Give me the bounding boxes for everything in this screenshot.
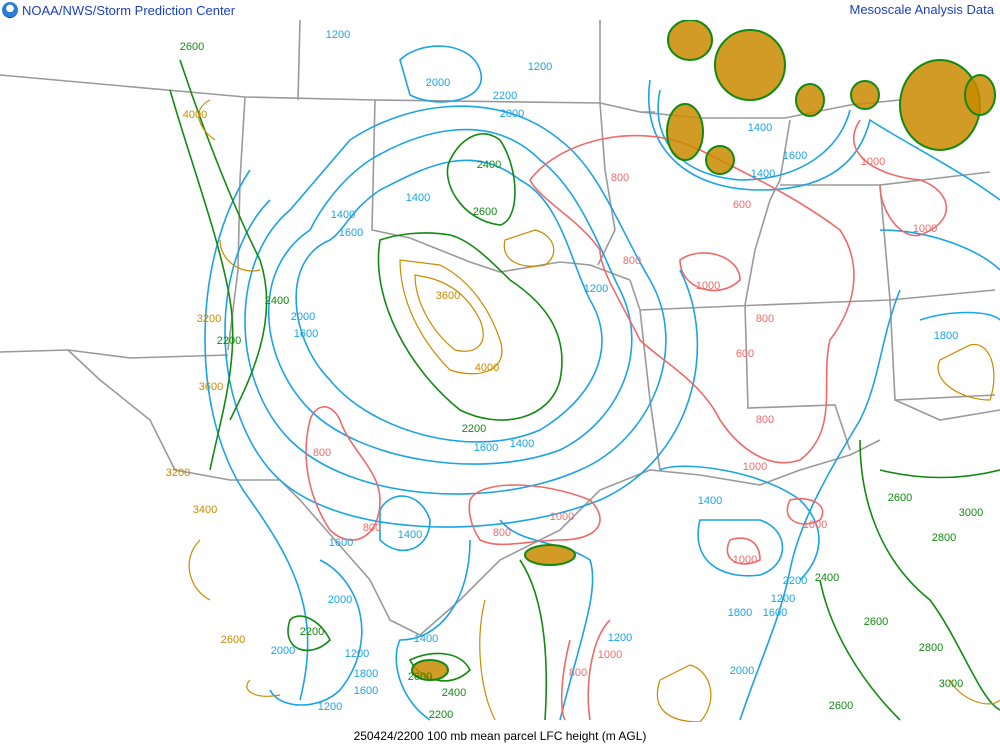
contour-label: 2200 <box>493 90 517 102</box>
header-left: NOAA/NWS/Storm Prediction Center <box>2 0 235 20</box>
contour-label: 1200 <box>771 593 795 605</box>
contour-label: 1400 <box>510 438 534 450</box>
contour-label: 1600 <box>783 150 807 162</box>
header-title: NOAA/NWS/Storm Prediction Center <box>22 2 236 18</box>
contour-label: 3200 <box>166 467 190 479</box>
contour-label: 1400 <box>406 192 430 204</box>
contour-label: 1000 <box>743 461 767 473</box>
contour-label: 1400 <box>698 495 722 507</box>
contour-label: 1800 <box>728 607 752 619</box>
contour-label: 3400 <box>193 504 217 516</box>
contour-label: 2000 <box>730 665 754 677</box>
contour-label: 2600 <box>473 206 497 218</box>
contour-label: 1200 <box>584 283 608 295</box>
contour-label: 3600 <box>436 290 460 302</box>
contour-label: 1400 <box>331 209 355 221</box>
contour-label: 2800 <box>932 532 956 544</box>
contour-label: 1800 <box>354 668 378 680</box>
contour-label: 1000 <box>861 156 885 168</box>
contour-label: 4000 <box>183 109 207 121</box>
contour-label: 1200 <box>326 29 350 41</box>
orange-contours <box>188 99 1000 722</box>
contour-label: 1000 <box>913 223 937 235</box>
header-right-title: Mesoscale Analysis Data <box>849 2 994 17</box>
contour-label: 2600 <box>864 616 888 628</box>
contour-label: 2000 <box>328 594 352 606</box>
contour-label: 800 <box>623 255 641 267</box>
contour-label: 2000 <box>500 108 524 120</box>
contour-label: 1800 <box>934 330 958 342</box>
contour-label: 1400 <box>751 168 775 180</box>
contour-label: 1000 <box>598 649 622 661</box>
contour-label: 1600 <box>474 442 498 454</box>
red-contours <box>305 119 948 721</box>
contour-label: 1600 <box>354 685 378 697</box>
contour-label: 1000 <box>696 280 720 292</box>
contour-label: 1200 <box>345 648 369 660</box>
contour-label: 1600 <box>763 607 787 619</box>
contour-label: 800 <box>569 667 587 679</box>
contour-label: 800 <box>313 447 331 459</box>
contour-lines <box>169 20 1000 722</box>
contour-label: 800 <box>756 313 774 325</box>
contour-label: 800 <box>611 172 629 184</box>
contour-label: 2400 <box>442 687 466 699</box>
contour-label: 800 <box>363 522 381 534</box>
contour-label: 1000 <box>803 519 827 531</box>
contour-label: 2600 <box>180 41 204 53</box>
contour-label: 3000 <box>959 507 983 519</box>
contour-label: 1200 <box>318 701 342 713</box>
contour-label: 1600 <box>339 227 363 239</box>
contour-label: 2200 <box>462 423 486 435</box>
contour-label: 3600 <box>199 381 223 393</box>
green-contours <box>169 59 1000 721</box>
contour-label: 3000 <box>939 678 963 690</box>
contour-label: 600 <box>733 199 751 211</box>
contour-label: 3200 <box>197 313 221 325</box>
contour-label: 2000 <box>271 645 295 657</box>
contour-label: 1000 <box>733 554 757 566</box>
contour-labels: 1200260020001200220020002400140026001400… <box>166 29 983 721</box>
contour-label: 1000 <box>550 511 574 523</box>
contour-label: 1400 <box>398 529 422 541</box>
contour-label: 2000 <box>291 311 315 323</box>
contour-label: 2200 <box>217 335 241 347</box>
contour-label: 2200 <box>429 709 453 721</box>
contour-label: 1400 <box>748 122 772 134</box>
contour-label: 1600 <box>329 537 353 549</box>
contour-label: 2200 <box>300 626 324 638</box>
contour-label: 2000 <box>426 77 450 89</box>
contour-label: 1400 <box>414 633 438 645</box>
contour-label: 600 <box>736 348 754 360</box>
dense-contour-clusters <box>411 20 996 681</box>
contour-label: 2400 <box>265 295 289 307</box>
contour-label: 2600 <box>888 492 912 504</box>
contour-label: 2800 <box>919 642 943 654</box>
contour-label: 1200 <box>608 632 632 644</box>
contour-label: 2400 <box>477 159 501 171</box>
contour-label: 2600 <box>221 634 245 646</box>
contour-label: 2200 <box>783 575 807 587</box>
noaa-logo-icon <box>2 2 18 18</box>
map-caption: 250424/2200 100 mb mean parcel LFC heigh… <box>0 722 1000 750</box>
contour-label: 2400 <box>815 572 839 584</box>
contour-label: 2600 <box>829 700 853 712</box>
lfc-height-map: 1200260020001200220020002400140026001400… <box>0 20 1000 722</box>
contour-label: 1200 <box>528 61 552 73</box>
contour-label: 1600 <box>294 328 318 340</box>
contour-label: 2600 <box>408 671 432 683</box>
contour-label: 800 <box>493 527 511 539</box>
contour-label: 800 <box>756 414 774 426</box>
contour-label: 4000 <box>475 362 499 374</box>
